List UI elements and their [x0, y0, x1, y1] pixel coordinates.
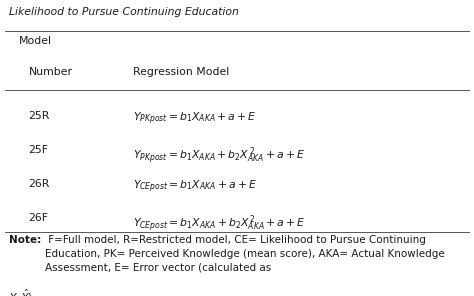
- Text: $Y_{PKpost} = b_1X_{AKA} + b_2X_{AKA}^{\,2} + a + E$: $Y_{PKpost} = b_1X_{AKA} + b_2X_{AKA}^{\…: [133, 145, 305, 166]
- Text: $Y_{CEpost} = b_1X_{AKA} + b_2X_{AKA}^{\,2} + a + E$: $Y_{CEpost} = b_1X_{AKA} + b_2X_{AKA}^{\…: [133, 213, 306, 234]
- Text: 26F: 26F: [28, 213, 48, 223]
- Text: Number: Number: [28, 67, 73, 77]
- Text: 26R: 26R: [28, 179, 50, 189]
- Text: $Y_{PKpost} = b_1X_{AKA} + a + E$: $Y_{PKpost} = b_1X_{AKA} + a + E$: [133, 111, 256, 127]
- Text: F=Full model, R=Restricted model, CE= Likelihood to Pursue Continuing
Education,: F=Full model, R=Restricted model, CE= Li…: [45, 235, 445, 273]
- Text: 25R: 25R: [28, 111, 50, 121]
- Text: $Y_i$-$\hat{Y}$): $Y_i$-$\hat{Y}$): [9, 287, 33, 296]
- Text: Model: Model: [19, 36, 52, 46]
- Text: Likelihood to Pursue Continuing Education: Likelihood to Pursue Continuing Educatio…: [9, 7, 239, 17]
- Text: $Y_{CEpost} = b_1X_{AKA} + a + E$: $Y_{CEpost} = b_1X_{AKA} + a + E$: [133, 179, 257, 195]
- Text: 25F: 25F: [28, 145, 48, 155]
- Text: Note:: Note:: [9, 235, 42, 245]
- Text: Regression Model: Regression Model: [133, 67, 229, 77]
